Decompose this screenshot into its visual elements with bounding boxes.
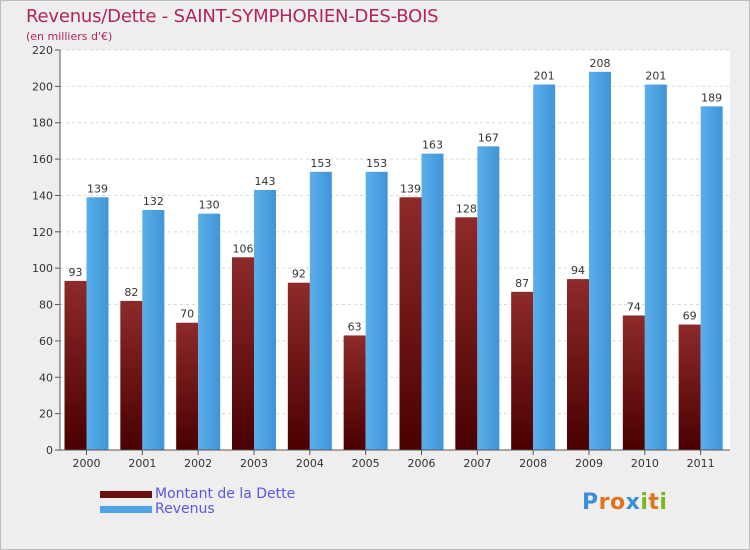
bar-revenus [86,197,109,450]
data-label-dette: 92 [292,268,306,281]
data-label-revenus: 143 [255,175,276,188]
x-tick-label: 2000 [73,457,101,470]
legend-label-revenus: Revenus [155,501,215,517]
bar-dette [120,300,143,450]
x-tick-label: 2002 [184,457,212,470]
y-tick-label: 40 [39,371,53,384]
logo-letter: x [625,490,641,515]
logo-letter: r [598,490,610,515]
y-tick-label: 180 [32,117,53,130]
x-tick-label: 2007 [463,457,491,470]
data-label-revenus: 189 [701,91,722,104]
logo-letter: o [609,490,626,515]
data-label-revenus: 167 [478,131,499,144]
y-tick-label: 100 [32,262,53,275]
y-tick-label: 80 [39,299,53,312]
logo-letter: t [648,490,660,515]
x-tick-label: 2003 [240,457,268,470]
x-tick-label: 2005 [352,457,380,470]
bar-revenus [365,171,388,450]
proxiti-logo: Proxiti [582,490,667,515]
y-tick-label: 20 [39,408,53,421]
x-tick-label: 2006 [408,457,436,470]
bar-revenus [254,190,276,450]
legend-swatch-dette [100,490,152,498]
chart-title: Revenus/Dette - SAINT-SYMPHORIEN-DES-BOI… [26,6,439,27]
data-label-dette: 74 [627,300,641,313]
bar-revenus [589,71,611,451]
data-label-dette: 128 [456,202,477,215]
y-tick-label: 60 [39,335,53,348]
y-tick-label: 220 [32,44,53,57]
bar-revenus [142,210,165,450]
plot-area [60,50,730,450]
data-label-revenus: 201 [534,70,555,83]
data-label-dette: 69 [683,310,697,323]
bar-dette [343,335,366,450]
legend-item-revenus: Revenus [100,501,215,517]
data-label-revenus: 132 [143,195,164,208]
bar-dette [678,324,701,450]
data-label-revenus: 163 [422,139,443,152]
x-tick-label: 2011 [687,457,715,470]
data-label-dette: 87 [515,277,529,290]
logo-letter: i [659,490,668,515]
logo-letter: P [582,490,599,515]
data-label-dette: 94 [571,264,585,277]
data-label-dette: 70 [180,308,194,321]
data-label-revenus: 153 [310,157,331,170]
data-label-revenus: 208 [590,57,611,70]
data-label-dette: 93 [69,266,83,279]
bar-revenus [309,171,332,450]
bar-dette [455,217,478,450]
logo-letter: i [640,490,649,515]
legend-label-dette: Montant de la Dette [155,486,296,502]
x-tick-label: 2010 [631,457,659,470]
y-tick-label: 140 [32,189,53,202]
data-label-revenus: 201 [645,70,666,83]
data-label-revenus: 153 [366,157,387,170]
chart-subtitle: (en milliers d'€) [26,30,113,43]
data-label-dette: 139 [400,182,421,195]
data-label-dette: 106 [233,242,254,255]
x-tick-label: 2004 [296,457,324,470]
bar-revenus [700,106,723,450]
bar-dette [567,279,589,450]
y-tick-label: 160 [32,153,53,166]
bar-dette [287,282,310,450]
bar-dette [176,322,199,450]
legend-swatch-revenus [100,505,152,513]
data-label-revenus: 139 [87,182,108,195]
y-tick-label: 0 [46,444,53,457]
bar-dette [64,280,87,450]
bar-revenus [421,153,444,451]
bar-dette [399,197,422,450]
bar-revenus [477,146,500,450]
legend-item-dette: Montant de la Dette [100,486,295,502]
bar-dette [232,257,254,450]
bar-dette [622,315,645,450]
bar-revenus [644,84,667,450]
y-tick-label: 120 [32,226,53,239]
data-label-dette: 82 [124,286,138,299]
bar-revenus [198,213,221,450]
bar-revenus [533,84,556,450]
y-tick-label: 200 [32,80,53,93]
x-tick-label: 2001 [128,457,156,470]
bar-dette [511,291,534,450]
x-tick-label: 2009 [575,457,603,470]
data-label-revenus: 130 [199,199,220,212]
x-tick-label: 2008 [519,457,547,470]
data-label-dette: 63 [348,320,362,333]
